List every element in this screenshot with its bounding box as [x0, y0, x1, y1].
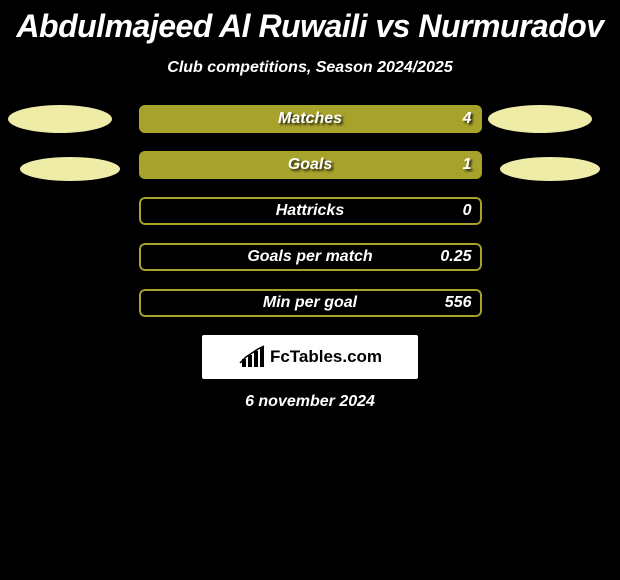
stat-label: Min per goal [139, 294, 482, 312]
comparison-card: Abdulmajeed Al Ruwaili vs Nurmuradov Clu… [0, 0, 620, 411]
stat-value-right: 0 [463, 202, 472, 220]
stat-label: Goals per match [139, 248, 482, 266]
stat-row: Goals per match0.25 [139, 243, 482, 271]
chart-icon [238, 345, 266, 369]
stat-label: Hattricks [139, 202, 482, 220]
stat-row: Goals1 [139, 151, 482, 179]
date-label: 6 november 2024 [0, 393, 620, 411]
stat-row: Hattricks0 [139, 197, 482, 225]
subtitle: Club competitions, Season 2024/2025 [0, 59, 620, 77]
stat-label: Matches [139, 110, 482, 128]
logo-box[interactable]: FcTables.com [202, 335, 418, 379]
side-ellipse-right [488, 105, 592, 133]
stat-row: Min per goal556 [139, 289, 482, 317]
stat-value-right: 556 [445, 294, 472, 312]
stat-value-right: 4 [463, 110, 472, 128]
stats-area: Matches4Goals1Hattricks0Goals per match0… [0, 105, 620, 317]
stat-value-right: 0.25 [440, 248, 471, 266]
stat-rows: Matches4Goals1Hattricks0Goals per match0… [139, 105, 482, 317]
side-ellipse-left [8, 105, 112, 133]
side-ellipse-right [500, 157, 600, 181]
page-title: Abdulmajeed Al Ruwaili vs Nurmuradov [0, 8, 620, 45]
stat-value-right: 1 [463, 156, 472, 174]
side-ellipse-left [20, 157, 120, 181]
stat-row: Matches4 [139, 105, 482, 133]
stat-label: Goals [139, 156, 482, 174]
logo-text: FcTables.com [270, 347, 382, 367]
